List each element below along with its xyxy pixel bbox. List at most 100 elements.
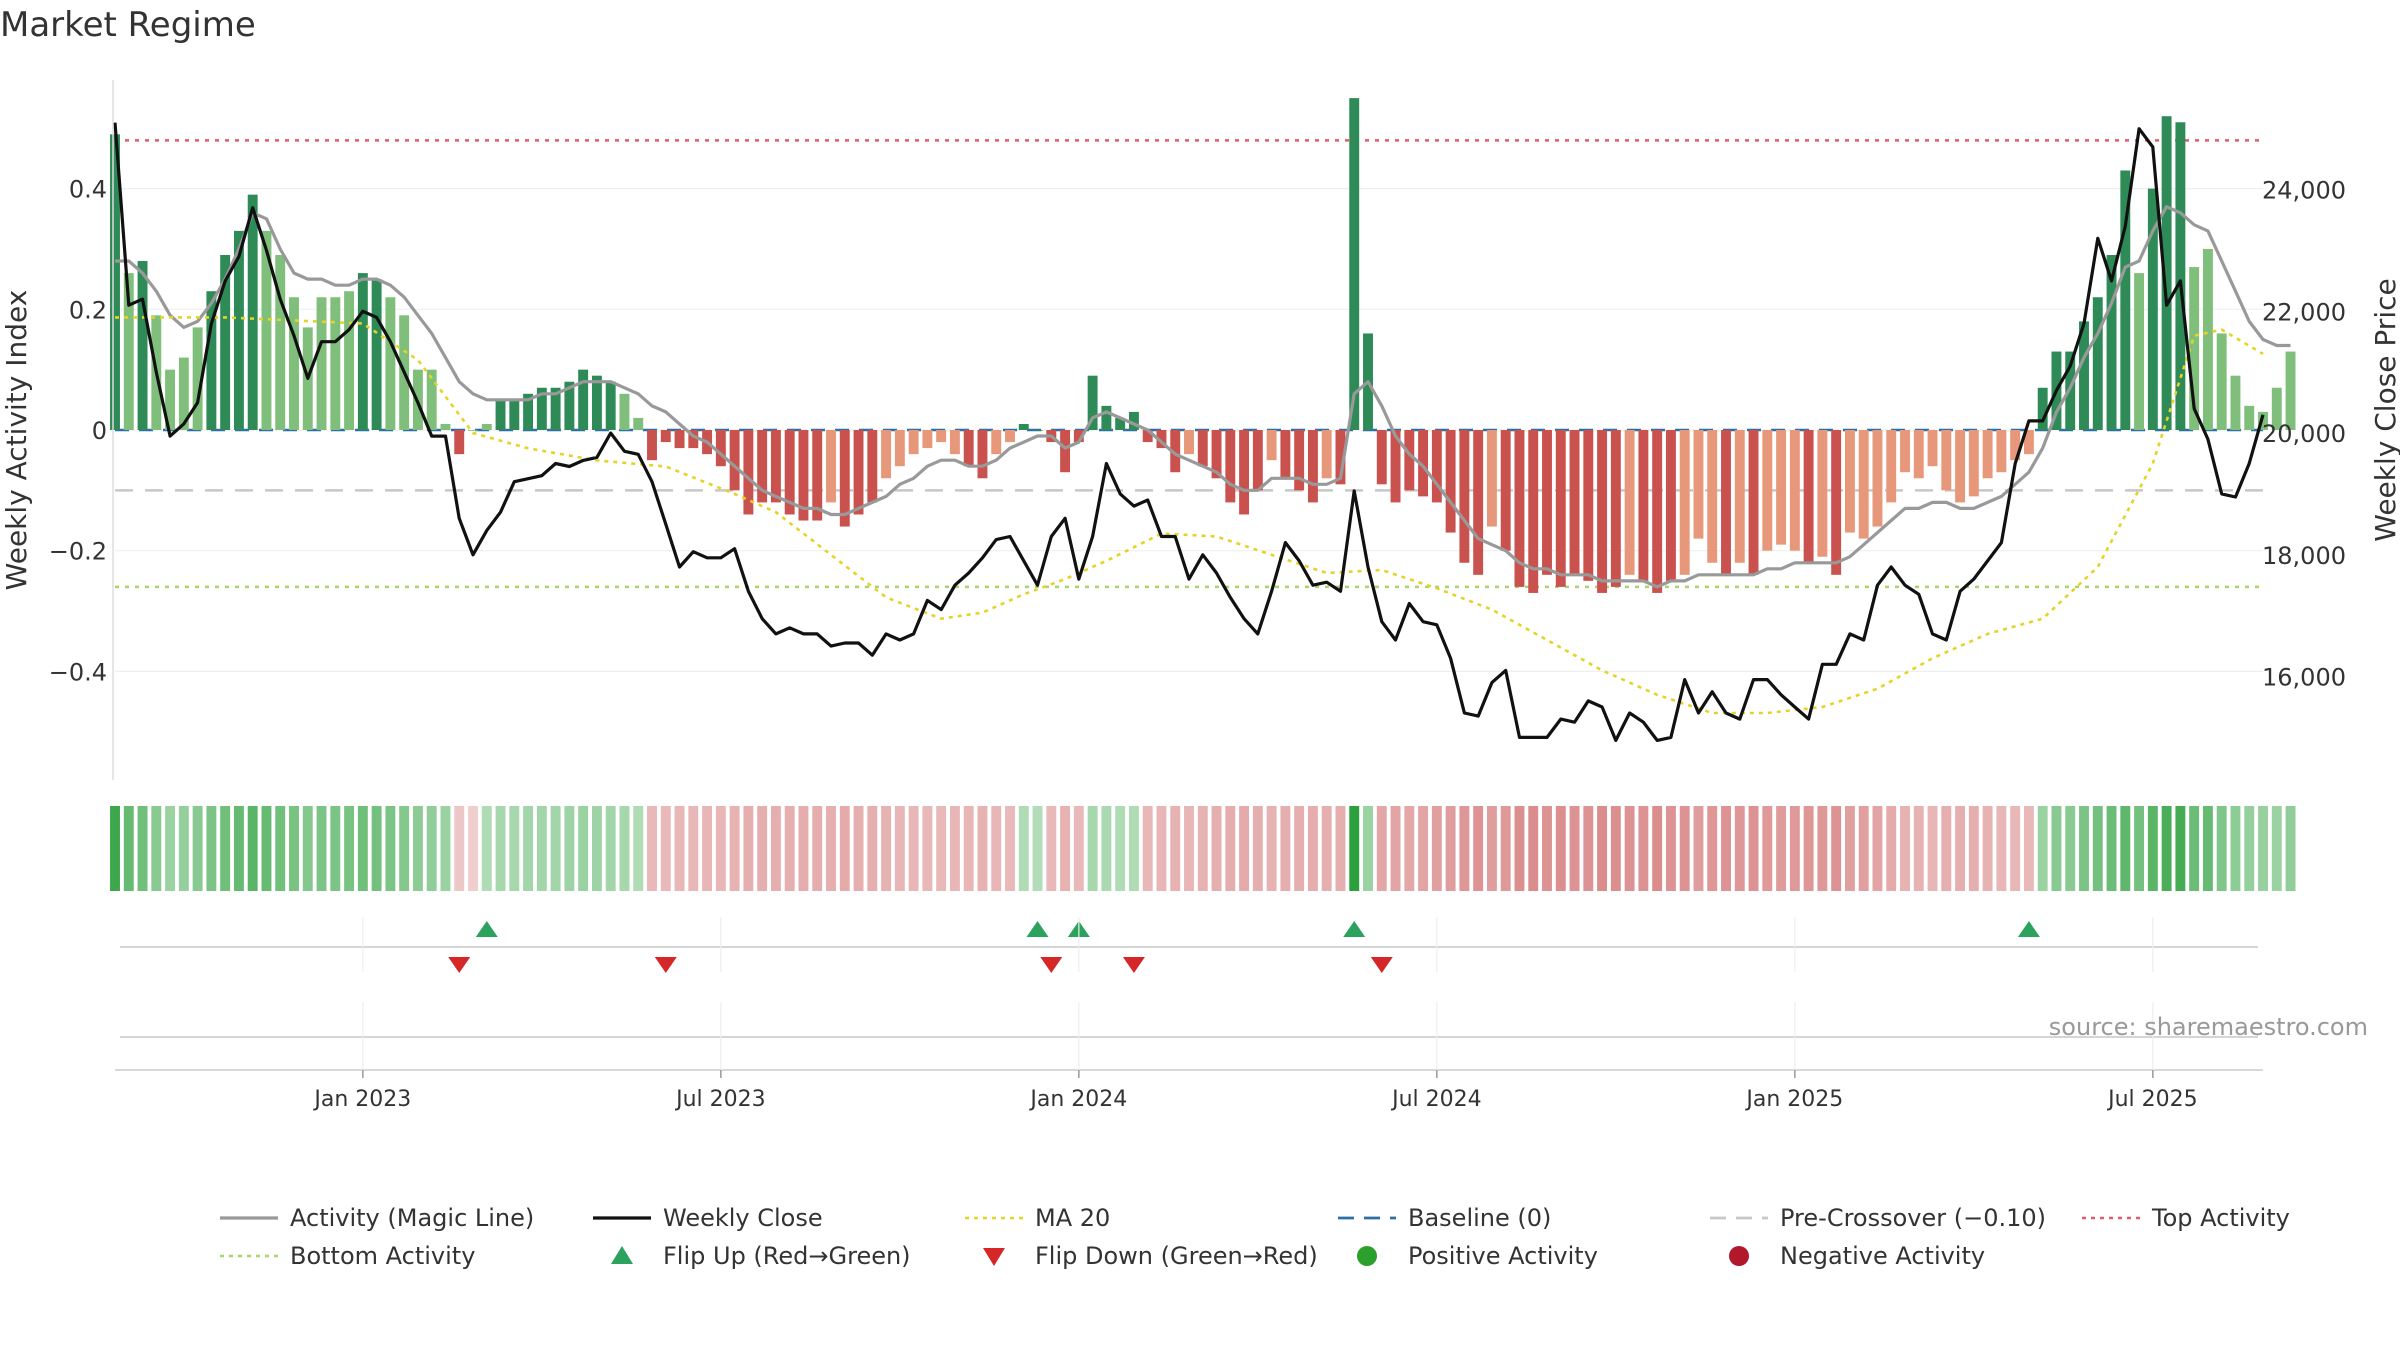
legend-item: Bottom Activity: [220, 1242, 475, 1270]
activity-bar: [192, 327, 203, 430]
source-credit: source: sharemaestro.com: [2049, 1013, 2368, 1041]
regime-cell: [2285, 806, 2296, 891]
legend-swatch: [1729, 1246, 1749, 1266]
regime-cell: [1528, 806, 1539, 891]
regime-cell: [275, 806, 286, 891]
left-axis: 0.4 0.2 0 −0.2 −0.4: [49, 80, 114, 780]
activity-bar: [371, 279, 382, 430]
activity-bar: [2161, 116, 2172, 430]
series-lines: [113, 122, 2291, 743]
regime-cell: [2216, 806, 2227, 891]
legend-label: Positive Activity: [1408, 1242, 1598, 1270]
activity-bar: [936, 430, 947, 443]
regime-strip: [110, 806, 2296, 891]
activity-bar: [1514, 430, 1525, 587]
activity-bar: [426, 369, 437, 430]
regime-cell: [963, 806, 974, 891]
activity-bar: [1721, 430, 1731, 575]
regime-cell: [2134, 806, 2145, 891]
legend-label: Baseline (0): [1408, 1204, 1551, 1232]
regime-cell: [1679, 806, 1690, 891]
regime-cell: [536, 806, 547, 891]
regime-cell: [178, 806, 189, 891]
regime-cell: [2065, 806, 2076, 891]
regime-cell: [550, 806, 561, 891]
regime-cell: [1005, 806, 1015, 891]
regime-cell: [812, 806, 823, 891]
regime-cell: [1982, 806, 1993, 891]
activity-bar: [1776, 430, 1787, 545]
activity-bar: [1707, 430, 1718, 563]
regime-cell: [1473, 806, 1484, 891]
activity-bar: [233, 230, 244, 430]
legend-label: Pre-Crossover (−0.10): [1780, 1204, 2046, 1232]
activity-bar: [688, 430, 699, 449]
regime-cell: [1900, 806, 1910, 891]
left-tick-label: −0.2: [49, 538, 107, 566]
regime-cell: [770, 806, 781, 891]
activity-bar: [1996, 430, 2007, 473]
flip-markers: [120, 921, 2258, 1038]
activity-bar: [275, 255, 286, 430]
activity-bar: [591, 375, 602, 430]
x-tick-label: Jan 2025: [1744, 1087, 1843, 1112]
regime-cell: [1101, 806, 1112, 891]
activity-bar: [2079, 321, 2089, 430]
left-tick-label: 0.4: [69, 176, 107, 204]
activity-bar: [1349, 98, 1360, 430]
regime-cell: [2189, 806, 2200, 891]
activity-bar: [1073, 430, 1084, 443]
regime-cell: [564, 806, 575, 891]
regime-cell: [1128, 806, 1139, 891]
regime-cell: [1500, 806, 1511, 891]
regime-cell: [165, 806, 176, 891]
regime-cell: [1927, 806, 1938, 891]
regime-cell: [481, 806, 492, 891]
regime-cell: [2161, 806, 2172, 891]
regime-cell: [1349, 806, 1360, 891]
activity-bar: [1101, 405, 1112, 430]
legend-label: MA 20: [1035, 1204, 1110, 1232]
regime-cell: [881, 806, 892, 891]
activity-bar: [123, 273, 134, 430]
regime-cell: [2202, 806, 2213, 891]
reference-lines: [115, 139, 2263, 589]
activity-bar: [784, 430, 795, 515]
activity-bar: [1610, 430, 1621, 587]
regime-cell: [977, 806, 988, 891]
regime-cell: [1390, 806, 1401, 891]
activity-bar: [316, 297, 327, 430]
activity-bar: [1803, 430, 1814, 563]
activity-bar: [2134, 273, 2145, 430]
legend-item: Weekly Close: [593, 1204, 823, 1232]
regime-cell: [2037, 806, 2048, 891]
regime-cell: [1321, 806, 1332, 891]
activity-bar: [1239, 430, 1250, 515]
activity-bar: [1060, 430, 1071, 473]
activity-bar: [1431, 430, 1442, 503]
activity-bar: [1225, 430, 1236, 503]
regime-cell: [619, 806, 630, 891]
regime-cell: [1170, 806, 1181, 891]
activity-bar: [1968, 430, 1979, 497]
regime-cell: [1197, 806, 1208, 891]
regime-cell: [509, 806, 520, 891]
activity-bar: [1927, 430, 1938, 467]
regime-cell: [674, 806, 685, 891]
legend-label: Flip Down (Green→Red): [1035, 1242, 1318, 1270]
activity-bar: [1900, 430, 1910, 473]
left-tick-label: 0.2: [69, 296, 107, 324]
regime-cell: [826, 806, 836, 891]
regime-cell: [660, 806, 671, 891]
weekly-close-line: [113, 122, 2265, 743]
activity-bar: [1115, 417, 1126, 430]
regime-cell: [302, 806, 313, 891]
regime-cell: [853, 806, 864, 891]
activity-bar: [344, 291, 355, 430]
activity-bar: [2037, 387, 2048, 430]
activity-bar: [674, 430, 685, 449]
activity-bar: [178, 357, 189, 430]
activity-bar: [1665, 430, 1676, 581]
legend-swatch: [611, 1246, 633, 1264]
activity-bar: [1459, 430, 1470, 563]
